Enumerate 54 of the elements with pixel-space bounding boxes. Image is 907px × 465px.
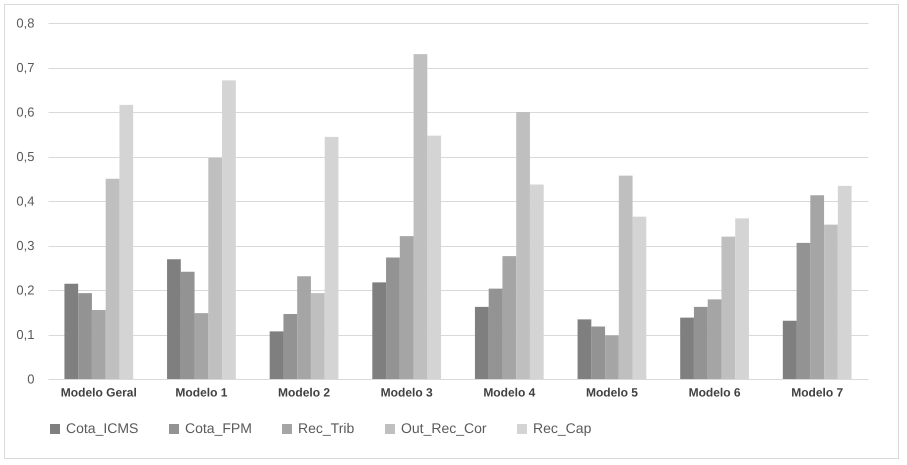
legend-label: Rec_Trib — [298, 420, 354, 436]
bar — [605, 335, 619, 379]
bar — [591, 326, 606, 379]
bar — [283, 314, 298, 379]
x-tick-label: Modelo 5 — [586, 386, 638, 400]
bar — [167, 259, 181, 379]
bar — [78, 293, 92, 379]
x-tick-label: Modelo Geral — [60, 386, 137, 400]
bar — [372, 282, 386, 379]
y-tick-label: 0,2 — [16, 282, 34, 298]
bar — [680, 318, 694, 379]
bar — [694, 306, 708, 379]
bar — [618, 176, 633, 379]
y-tick-label: 0,4 — [16, 194, 34, 208]
y-tick-label: 0 — [27, 372, 34, 386]
bar — [310, 293, 325, 379]
x-tick-label: Modelo 2 — [278, 386, 330, 400]
bar — [474, 306, 489, 379]
bar — [502, 256, 516, 379]
bar — [488, 288, 502, 379]
bar — [194, 313, 208, 379]
x-tick-label: Modelo 6 — [688, 386, 741, 400]
bar — [92, 310, 106, 379]
bar — [180, 272, 195, 379]
bar — [208, 158, 222, 379]
bar — [64, 284, 78, 379]
bar — [270, 331, 284, 379]
y-tick-label: 0,5 — [16, 149, 34, 164]
bar — [708, 299, 722, 379]
legend-label: Cota_FPM — [185, 420, 252, 436]
y-tick-label: 0,7 — [16, 60, 34, 75]
bar — [782, 320, 797, 379]
bar — [810, 195, 824, 379]
legend-label: Cota_ICMS — [66, 420, 138, 436]
y-tick-label: 0,1 — [16, 327, 34, 342]
bar — [578, 319, 592, 379]
bar — [721, 236, 736, 379]
x-tick-label: Modelo 4 — [483, 386, 536, 400]
x-tick-label: Modelo 1 — [175, 386, 228, 400]
bar — [824, 224, 838, 379]
bar — [386, 258, 400, 379]
x-tick-label: Modelo 7 — [791, 386, 844, 400]
legend-label: Rec_Cap — [533, 420, 592, 436]
y-tick-label: 0,8 — [16, 16, 34, 30]
x-tick-label: Modelo 3 — [380, 386, 434, 400]
bar — [516, 112, 530, 379]
y-tick-label: 0,3 — [16, 238, 34, 253]
bar — [414, 54, 428, 379]
bar — [297, 276, 311, 379]
bar — [106, 178, 120, 379]
legend-label: Out_Rec_Cor — [401, 420, 487, 436]
bar — [400, 236, 414, 379]
bar — [796, 242, 810, 379]
y-tick-label: 0,6 — [16, 104, 34, 120]
